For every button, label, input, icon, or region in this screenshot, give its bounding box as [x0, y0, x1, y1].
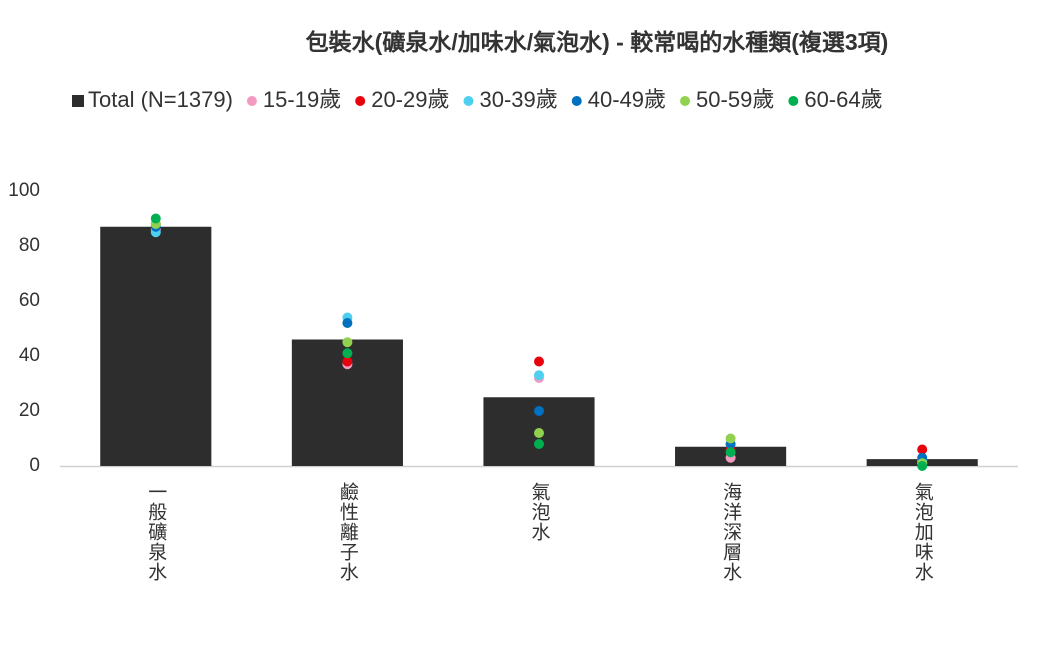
- dot: [917, 461, 928, 471]
- legend-label: 50-59歲: [696, 87, 774, 112]
- dot: [150, 213, 161, 224]
- legend-label: 60-64歲: [804, 87, 882, 112]
- x-tick-label: 一般礦泉水: [145, 482, 167, 582]
- y-tick-label: 20: [19, 400, 40, 421]
- y-tick-label: 0: [29, 455, 40, 476]
- legend-label: 30-39歲: [479, 87, 557, 112]
- y-tick-label: 100: [8, 180, 40, 201]
- chart-title: 包裝水(礦泉水/加味水/氣泡水) - 較常喝的水種類(複選3項): [306, 29, 889, 55]
- dot: [534, 428, 544, 438]
- legend-swatch: [680, 96, 691, 106]
- legend-label: Total (N=1379): [88, 87, 233, 112]
- dot: [725, 447, 736, 458]
- y-tick-label: 60: [19, 290, 40, 311]
- dot: [917, 444, 928, 455]
- y-tick-label: 80: [19, 235, 40, 256]
- x-tick-label: 氣泡水: [529, 482, 551, 542]
- dot: [534, 406, 544, 416]
- legend-swatch: [788, 96, 799, 106]
- legend-label: 40-49歲: [588, 87, 666, 112]
- dot: [534, 370, 544, 381]
- dot: [342, 348, 353, 359]
- dot: [342, 318, 353, 328]
- legend-swatch: [72, 95, 84, 107]
- legend-swatch: [463, 96, 474, 106]
- dot: [725, 433, 736, 444]
- dot: [534, 439, 544, 449]
- legend-label: 15-19歲: [263, 87, 341, 112]
- dot: [342, 337, 353, 348]
- dot: [342, 356, 353, 367]
- x-tick-label: 海洋深層水: [720, 482, 742, 582]
- x-tick-label: 氣泡加味水: [912, 482, 934, 582]
- legend-swatch: [571, 96, 582, 106]
- y-tick-label: 40: [19, 345, 40, 366]
- x-tick-label: 鹼性離子水: [337, 482, 359, 582]
- dot: [534, 356, 544, 367]
- bar: [100, 226, 212, 466]
- legend-label: 20-29歲: [371, 87, 449, 112]
- legend-swatch: [246, 96, 257, 106]
- legend-swatch: [355, 96, 366, 106]
